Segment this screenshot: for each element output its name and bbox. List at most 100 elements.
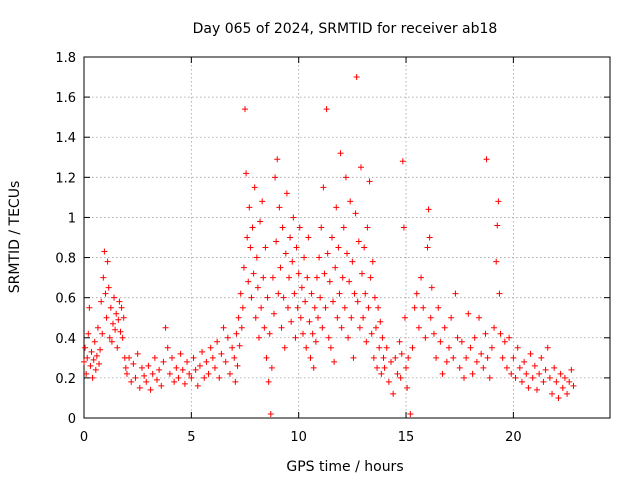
data-point xyxy=(89,374,96,381)
data-point xyxy=(262,244,269,251)
data-point xyxy=(94,324,101,331)
data-point xyxy=(207,344,214,351)
chart-title: Day 065 of 2024, SRMTID for receiver ab1… xyxy=(193,21,498,37)
data-point xyxy=(265,378,272,385)
data-point xyxy=(310,364,317,371)
data-point xyxy=(375,304,382,311)
data-point xyxy=(279,224,286,231)
x-axis-label: GPS time / hours xyxy=(286,459,403,475)
data-point xyxy=(400,224,407,231)
data-point xyxy=(145,362,152,369)
data-point xyxy=(540,378,547,385)
data-point xyxy=(119,334,126,341)
data-point xyxy=(264,294,271,301)
data-point xyxy=(374,364,381,371)
data-point xyxy=(90,356,97,363)
data-point xyxy=(327,344,334,351)
data-point xyxy=(365,304,372,311)
data-point xyxy=(351,290,358,297)
data-point xyxy=(555,394,562,401)
data-point xyxy=(516,364,523,371)
data-point xyxy=(192,366,199,373)
data-point xyxy=(521,358,528,365)
data-point xyxy=(362,290,369,297)
data-point xyxy=(570,382,577,389)
data-point xyxy=(238,324,245,331)
data-point xyxy=(433,354,440,361)
data-point xyxy=(261,324,268,331)
data-point xyxy=(404,384,411,391)
data-point xyxy=(467,344,474,351)
data-point xyxy=(430,330,437,337)
data-point xyxy=(347,198,354,205)
data-point xyxy=(553,378,560,385)
x-tick-label: 10 xyxy=(290,430,307,445)
data-point xyxy=(356,324,363,331)
data-point xyxy=(269,274,276,281)
data-point xyxy=(559,384,566,391)
data-point xyxy=(149,370,156,377)
data-point xyxy=(369,258,376,265)
data-point xyxy=(85,330,92,337)
data-point xyxy=(199,348,206,355)
data-point xyxy=(103,314,110,321)
data-point xyxy=(566,378,573,385)
data-point xyxy=(501,338,508,345)
y-tick-label: 1.4 xyxy=(55,131,76,146)
data-point xyxy=(311,304,318,311)
x-axis: 0 5 10 15 20 xyxy=(80,57,522,445)
data-point xyxy=(244,234,251,241)
data-point xyxy=(527,350,534,357)
data-point xyxy=(341,304,348,311)
data-point xyxy=(514,344,521,351)
data-point xyxy=(512,374,519,381)
data-point xyxy=(376,344,383,351)
data-point xyxy=(561,374,568,381)
data-point xyxy=(328,234,335,241)
x-tick-label: 5 xyxy=(187,430,195,445)
data-point xyxy=(315,314,322,321)
data-point xyxy=(303,344,310,351)
data-point xyxy=(126,354,133,361)
data-point xyxy=(268,364,275,371)
data-point xyxy=(564,390,571,397)
data-point xyxy=(339,274,346,281)
data-point xyxy=(299,330,306,337)
data-point xyxy=(322,304,329,311)
data-point xyxy=(284,304,291,311)
data-point xyxy=(312,338,319,345)
data-point xyxy=(84,354,91,361)
data-point xyxy=(123,370,130,377)
data-point xyxy=(295,270,302,277)
data-point xyxy=(352,210,359,217)
data-point xyxy=(306,318,313,325)
data-point xyxy=(220,324,227,331)
data-point xyxy=(529,374,536,381)
data-point xyxy=(257,218,264,225)
data-point xyxy=(542,366,549,373)
data-point xyxy=(435,304,442,311)
data-point xyxy=(181,380,188,387)
data-point xyxy=(111,294,118,301)
y-tick-label: 0.4 xyxy=(55,332,76,347)
data-point xyxy=(122,364,129,371)
data-point xyxy=(120,314,127,321)
data-point xyxy=(388,358,395,365)
data-point xyxy=(484,354,491,361)
data-point xyxy=(248,294,255,301)
data-point xyxy=(437,338,444,345)
y-tick-label: 0.8 xyxy=(55,252,76,267)
data-point xyxy=(357,164,364,171)
data-point xyxy=(117,328,124,335)
data-points xyxy=(81,74,577,417)
data-point xyxy=(476,314,483,321)
data-point xyxy=(273,238,280,245)
data-point xyxy=(298,284,305,291)
data-point xyxy=(118,304,125,311)
data-point xyxy=(418,274,425,281)
data-point xyxy=(179,366,186,373)
data-point xyxy=(301,254,308,261)
data-point xyxy=(196,362,203,369)
data-point xyxy=(525,384,532,391)
data-point xyxy=(510,354,517,361)
